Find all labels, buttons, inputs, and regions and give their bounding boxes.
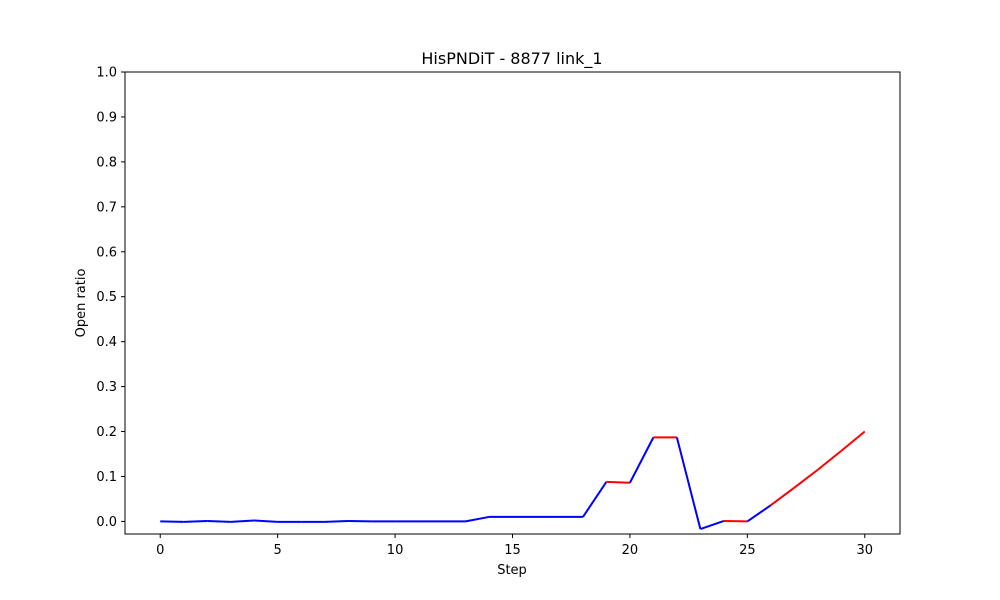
series-segment <box>675 437 702 530</box>
y-tick-label: 0.0 <box>96 515 117 530</box>
series-segment <box>700 520 725 531</box>
x-tick-label: 15 <box>504 543 521 558</box>
y-tick-label: 0.3 <box>96 380 117 395</box>
series-segment <box>207 519 231 523</box>
y-axis-label: Open ratio <box>74 269 89 338</box>
x-tick-label: 20 <box>622 543 639 558</box>
series-segment <box>746 504 772 523</box>
y-tick-label: 0.2 <box>96 425 117 440</box>
series-segment <box>817 450 842 471</box>
y-tick-label: 0.7 <box>96 200 117 215</box>
y-tick-label: 0.9 <box>96 110 117 125</box>
series-segment <box>324 519 349 523</box>
y-tick-label: 0.4 <box>96 335 117 350</box>
series-segment <box>465 515 490 523</box>
x-axis: 0 5 10 15 20 25 30 <box>156 534 873 558</box>
series-segment <box>254 519 278 523</box>
series-segment <box>230 519 255 523</box>
x-tick-label: 10 <box>387 543 404 558</box>
y-tick-label: 0.8 <box>96 155 117 170</box>
y-axis: 0.0 0.1 0.2 0.3 0.4 0.5 0.6 0.7 0.8 0.9 1.0 <box>96 66 125 530</box>
chart-title: HisPNDiT - 8877 link_1 <box>421 49 602 69</box>
y-tick-label: 0.1 <box>96 470 117 485</box>
series-segment <box>793 468 819 489</box>
y-tick-label: 0.6 <box>96 245 117 260</box>
series-segment <box>606 480 630 484</box>
y-tick-label: 1.0 <box>96 66 117 81</box>
x-axis-label: Step <box>497 563 527 578</box>
series-segment <box>840 430 866 452</box>
x-tick-label: 0 <box>156 543 164 558</box>
plot-frame <box>124 71 901 535</box>
x-tick-label: 25 <box>739 543 756 558</box>
series-segment <box>183 519 208 523</box>
series-segment <box>629 436 655 484</box>
x-tick-label: 5 <box>274 543 282 558</box>
x-tick-label: 30 <box>856 543 873 558</box>
plot-lines <box>160 430 866 531</box>
y-tick-label: 0.5 <box>96 290 117 305</box>
series-segment <box>582 481 608 518</box>
series-segment <box>770 486 795 507</box>
